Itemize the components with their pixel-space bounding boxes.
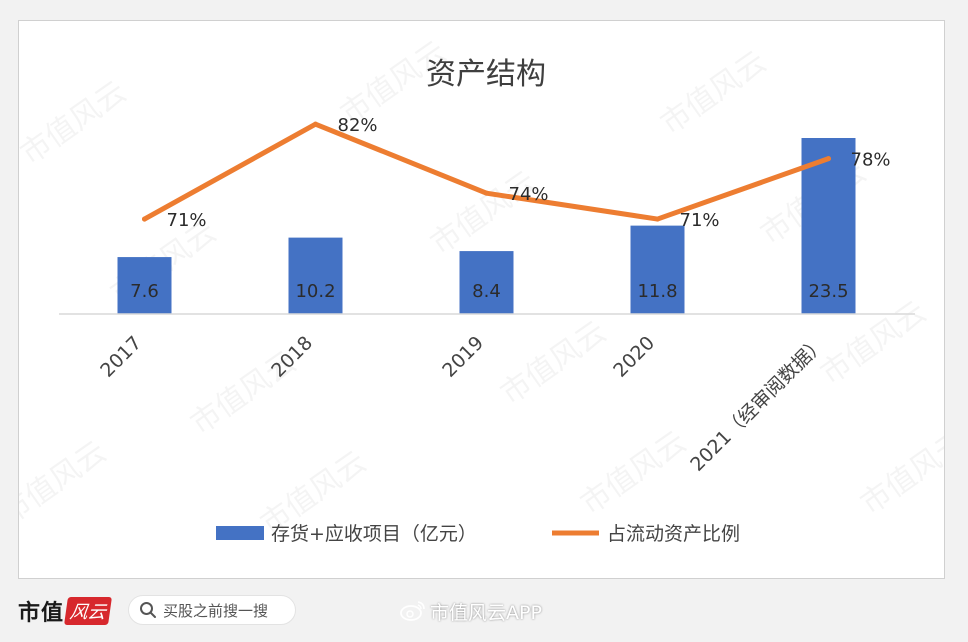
line-point — [484, 190, 489, 196]
line-layer — [142, 121, 831, 222]
line-point — [826, 156, 831, 162]
watermark-text: 市值风云 — [574, 424, 692, 521]
x-tick-label: 2017 — [96, 332, 146, 382]
brand-logo[interactable]: 市值 风云 — [18, 596, 112, 626]
line-value-label: 71% — [680, 210, 720, 231]
line-point — [655, 216, 660, 222]
chart-title: 资产结构 — [426, 57, 546, 92]
labels-layer: 7.6 10.2 8.4 11.8 23.5 71% 82% 74% 71% 78% — [130, 115, 890, 302]
bars-layer — [117, 138, 856, 314]
search-input[interactable]: 买股之前搜一搜 — [128, 595, 296, 625]
watermark-text: 市值风云 — [424, 164, 542, 261]
bar-2019 — [459, 251, 514, 314]
weibo-watermark: 市值风云APP — [400, 597, 542, 625]
bar-value-label: 11.8 — [637, 281, 677, 302]
legend-line-label: 占流动资产比例 — [607, 523, 740, 545]
line-point — [142, 216, 147, 222]
x-tick-label: 2019 — [438, 332, 488, 382]
bar-value-label: 8.4 — [472, 281, 501, 302]
weibo-icon — [400, 601, 425, 621]
line-value-label: 74% — [509, 184, 549, 205]
line-value-label: 82% — [338, 115, 378, 136]
line-value-label: 78% — [851, 150, 891, 171]
bar-value-label: 7.6 — [130, 281, 159, 302]
watermark-text: 市值风云 — [19, 74, 133, 171]
bar-value-label: 10.2 — [295, 281, 335, 302]
watermark-text: 市值风云 — [494, 314, 612, 411]
bar-value-label: 23.5 — [808, 281, 848, 302]
bar-2017 — [117, 257, 172, 314]
brand-text: 市值 — [18, 600, 65, 626]
x-tick-label: 2021（经审阅数据） — [686, 332, 830, 476]
weibo-label: 市值风云APP — [430, 601, 542, 624]
bar-2020 — [630, 225, 685, 314]
watermark-text: 市值风云 — [854, 424, 944, 521]
legend-layer: 存货+应收项目（亿元） 占流动资产比例 — [216, 523, 740, 545]
watermark-text: 市值风云 — [654, 44, 772, 141]
search-placeholder: 买股之前搜一搜 — [163, 601, 269, 620]
legend-bar-swatch — [216, 526, 264, 540]
line-value-label: 71% — [167, 210, 207, 231]
footer-bar: 市值 风云 买股之前搜一搜 市值风云APP — [0, 578, 968, 642]
watermark-text: 市值风云 — [19, 434, 113, 531]
line-point — [313, 121, 318, 127]
bar-2018 — [288, 237, 343, 314]
brand-seal: 风云 — [64, 597, 112, 625]
x-tick-label: 2020 — [609, 332, 659, 382]
legend-bar-label: 存货+应收项目（亿元） — [271, 523, 477, 545]
chart-panel: 市值风云 市值风云 市值风云 市值风云 市值风云 市值风云 市值风云 市值风云 市值风云 市值风云… — [18, 20, 945, 579]
search-icon — [140, 602, 156, 618]
